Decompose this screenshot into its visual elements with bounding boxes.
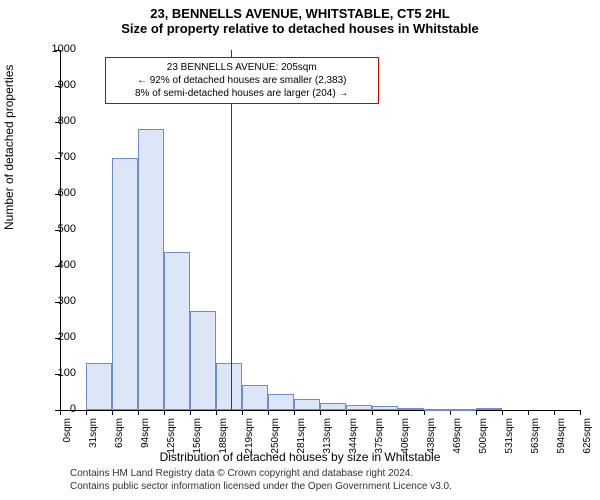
histogram-bar bbox=[216, 363, 242, 410]
histogram-plot: 23 BENNELLS AVENUE: 205sqm← 92% of detac… bbox=[60, 50, 580, 410]
histogram-bar bbox=[86, 363, 112, 410]
x-tick-label: 188sqm bbox=[218, 418, 229, 458]
page-subtitle: Size of property relative to detached ho… bbox=[0, 21, 600, 36]
histogram-bar bbox=[320, 403, 346, 410]
x-tick-label: 0sqm bbox=[62, 418, 73, 458]
y-tick-label: 700 bbox=[36, 151, 76, 163]
y-tick-label: 300 bbox=[36, 295, 76, 307]
y-axis-label: Number of detached properties bbox=[2, 65, 16, 230]
y-tick-label: 500 bbox=[36, 223, 76, 235]
x-tick-label: 375sqm bbox=[374, 418, 385, 458]
histogram-bar bbox=[398, 408, 424, 410]
x-tick-label: 406sqm bbox=[400, 418, 411, 458]
footer-attribution: Contains HM Land Registry data © Crown c… bbox=[70, 468, 452, 493]
histogram-bar bbox=[424, 409, 450, 411]
x-tick-label: 219sqm bbox=[244, 418, 255, 458]
x-tick-label: 250sqm bbox=[270, 418, 281, 458]
y-tick-label: 0 bbox=[36, 403, 76, 415]
histogram-bar bbox=[476, 408, 502, 410]
annotation-box: 23 BENNELLS AVENUE: 205sqm← 92% of detac… bbox=[105, 57, 379, 104]
histogram-bar bbox=[450, 409, 476, 411]
x-tick-label: 500sqm bbox=[478, 418, 489, 458]
x-tick-label: 625sqm bbox=[582, 418, 593, 458]
x-tick-label: 344sqm bbox=[348, 418, 359, 458]
y-tick-label: 400 bbox=[36, 259, 76, 271]
x-tick-label: 531sqm bbox=[504, 418, 515, 458]
histogram-bar bbox=[346, 405, 372, 410]
x-tick-label: 94sqm bbox=[140, 418, 151, 458]
x-tick-label: 63sqm bbox=[114, 418, 125, 458]
y-tick-label: 600 bbox=[36, 187, 76, 199]
histogram-bar bbox=[372, 406, 398, 410]
y-tick-label: 200 bbox=[36, 331, 76, 343]
x-tick-label: 563sqm bbox=[530, 418, 541, 458]
y-tick-label: 800 bbox=[36, 115, 76, 127]
y-tick-label: 100 bbox=[36, 367, 76, 379]
y-tick-label: 900 bbox=[36, 79, 76, 91]
histogram-bar bbox=[112, 158, 138, 410]
histogram-bar bbox=[294, 399, 320, 410]
x-tick-label: 31sqm bbox=[88, 418, 99, 458]
x-tick-label: 125sqm bbox=[166, 418, 177, 458]
x-tick-label: 438sqm bbox=[426, 418, 437, 458]
histogram-bar bbox=[268, 394, 294, 410]
x-tick-label: 281sqm bbox=[296, 418, 307, 458]
histogram-bar bbox=[164, 252, 190, 410]
x-tick-label: 156sqm bbox=[192, 418, 203, 458]
y-tick-label: 1000 bbox=[36, 43, 76, 55]
page-title: 23, BENNELLS AVENUE, WHITSTABLE, CT5 2HL bbox=[0, 0, 600, 21]
histogram-bar bbox=[242, 385, 268, 410]
x-tick-label: 594sqm bbox=[556, 418, 567, 458]
x-tick-label: 469sqm bbox=[452, 418, 463, 458]
x-tick-label: 313sqm bbox=[322, 418, 333, 458]
histogram-bar bbox=[190, 311, 216, 410]
histogram-bar bbox=[138, 129, 164, 410]
